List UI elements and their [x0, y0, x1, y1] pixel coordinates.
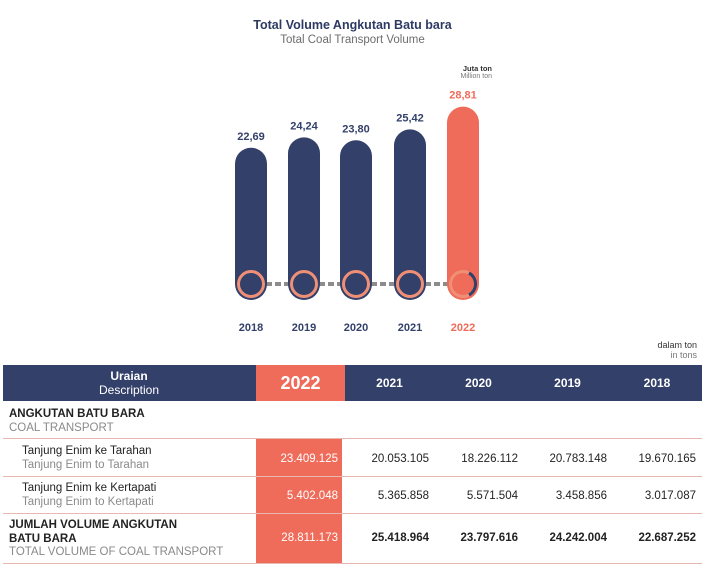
bar-base-circle-2018: [237, 270, 265, 298]
chart-unit-sublabel: Million ton: [460, 73, 492, 80]
row2-sublabel: Tanjung Enim to Kertapati: [22, 496, 154, 508]
row1-value-2022: 23.409.125: [280, 453, 338, 465]
header-year-2021: 2021: [376, 376, 403, 390]
bar-2022: [447, 106, 479, 300]
value-label-2019: 24,24: [290, 120, 318, 132]
highlight-ring-accent: [468, 271, 478, 297]
row-divider: [3, 513, 702, 514]
total-label-line1: JUMLAH VOLUME ANGKUTAN: [9, 519, 178, 531]
header-description: Uraian Description: [3, 365, 255, 401]
row1-value-2020: 18.226.112: [461, 453, 518, 465]
row-divider: [3, 563, 702, 564]
bar-base-circle-2020: [342, 270, 370, 298]
row-divider: [3, 476, 702, 477]
total-value-2021: 25.418.964: [371, 532, 429, 544]
bar-2021: [394, 129, 426, 300]
bar-chart: 22,69 2018 24,24 2019 23,80 2020 25,42 2021 28,8…: [235, 90, 479, 334]
chart-title: Total Volume Angkutan Batu bara: [253, 18, 452, 32]
row1-sublabel: Tanjung Enim to Tarahan: [22, 459, 150, 471]
row1-value-2021: 20.053.105: [371, 453, 429, 465]
chart-subtitle: Total Coal Transport Volume: [280, 34, 425, 46]
bar-base-circle-2021: [396, 270, 424, 298]
category-label-2019: 2019: [292, 322, 316, 334]
row1-value-2018: 19.670.165: [638, 453, 696, 465]
bar-2020: [340, 140, 372, 300]
row2-value-2021: 5.365.858: [377, 490, 429, 502]
header-description-main: Uraian: [110, 369, 148, 383]
highlight-cell-row1: [256, 439, 342, 476]
header-year-2020: 2020: [465, 376, 492, 390]
bar-2019: [288, 137, 320, 300]
value-label-2018: 22,69: [237, 131, 265, 143]
row2-value-2022: 5.402.048: [286, 490, 338, 502]
total-sublabel: TOTAL VOLUME OF COAL TRANSPORT: [9, 546, 224, 558]
bar-2018: [235, 147, 267, 300]
total-label-line2: BATU BARA: [9, 533, 77, 545]
bar-base-circle-2019: [290, 270, 318, 298]
header-description-sub: Description: [98, 383, 160, 397]
header-year-2022: 2022: [256, 365, 345, 401]
total-value-2018: 22.687.252: [638, 532, 696, 544]
section-title: ANGKUTAN BATU BARA: [9, 408, 145, 420]
table-unit-label: dalam ton: [657, 340, 697, 350]
category-label-2018: 2018: [239, 322, 263, 334]
row2-value-2020: 5.571.504: [466, 490, 518, 502]
row1-value-2019: 20.783.148: [549, 453, 607, 465]
value-label-2021: 25,42: [396, 112, 424, 124]
highlight-cell-row2: [256, 477, 342, 513]
row2-value-2019: 3.458.856: [555, 490, 607, 502]
category-label-2022: 2022: [451, 322, 475, 334]
category-label-2020: 2020: [344, 322, 368, 334]
row1-label: Tanjung Enim ke Tarahan: [22, 445, 152, 457]
highlight-cell-total: [256, 514, 342, 563]
header-year-2019: 2019: [554, 376, 581, 390]
value-label-2020: 23,80: [342, 123, 370, 135]
table-unit-sublabel: in tons: [670, 350, 697, 360]
header-year-2018: 2018: [643, 376, 671, 390]
value-label-2022: 28,81: [449, 90, 477, 102]
row2-label: Tanjung Enim ke Kertapati: [22, 482, 157, 494]
total-value-2022: 28.811.173: [281, 532, 338, 544]
category-label-2021: 2021: [398, 322, 422, 334]
total-value-2020: 23.797.616: [460, 532, 518, 544]
row-divider: [3, 438, 702, 439]
total-value-2019: 24.242.004: [549, 532, 607, 544]
row2-value-2018: 3.017.087: [644, 490, 696, 502]
table-header: Uraian Description 2022 2021 2020 2019 2…: [3, 365, 702, 401]
chart-unit-label: Juta ton: [462, 64, 492, 73]
section-subtitle: COAL TRANSPORT: [9, 422, 114, 434]
